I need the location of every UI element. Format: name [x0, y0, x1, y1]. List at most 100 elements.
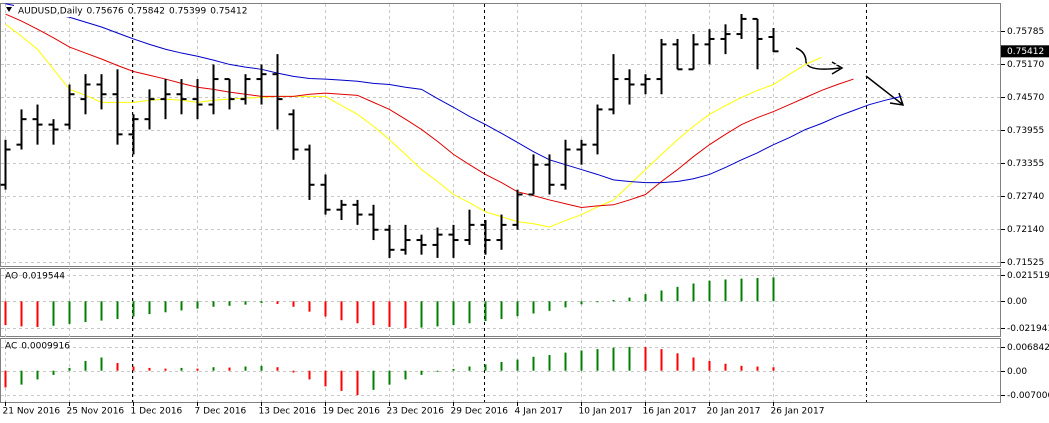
y-tick-label: 0.75170	[1007, 60, 1044, 70]
oscillator-bar	[324, 301, 327, 317]
oscillator-bar	[452, 368, 455, 371]
oscillator-bar	[372, 301, 375, 326]
oscillator-bar	[116, 301, 119, 320]
oscillator-bar	[612, 300, 615, 302]
oscillator-bar	[196, 368, 199, 371]
ac-panel	[0, 338, 1001, 403]
x-tick-label: 7 Dec 2016	[195, 407, 247, 417]
oscillator-bar	[420, 370, 423, 375]
y-tick-label: 0.72140	[1007, 225, 1044, 235]
x-tick-label: 1 Dec 2016	[131, 407, 183, 417]
oscillator-bar	[100, 357, 103, 371]
x-tick-label: 25 Nov 2016	[67, 407, 125, 417]
oscillator-bar	[548, 355, 551, 371]
oscillator-bar	[564, 301, 567, 308]
header-value: 0.0009916	[21, 342, 70, 352]
y-tick-label: 0.72740	[1007, 192, 1044, 202]
oscillator-bar	[196, 301, 199, 309]
oscillator-bar	[388, 370, 391, 385]
oscillator-bar	[676, 353, 679, 371]
y-tick-label: -0.021941	[1007, 324, 1049, 334]
oscillator-bar	[100, 301, 103, 321]
oscillator-bar	[180, 301, 183, 311]
symbol-menu-icon[interactable]	[6, 7, 12, 12]
oscillator-bar	[484, 301, 487, 322]
oscillator-bar	[388, 301, 391, 327]
x-tick-label: 19 Dec 2016	[323, 407, 381, 417]
oscillator-bar	[148, 301, 151, 315]
oscillator-bar	[276, 367, 279, 371]
oscillator-bar	[436, 301, 439, 327]
oscillator-bar	[340, 301, 343, 321]
oscillator-bar	[356, 301, 359, 324]
x-tick-label: 10 Jan 2017	[579, 407, 633, 417]
x-tick-label: 4 Jan 2017	[515, 407, 563, 417]
oscillator-bar	[36, 301, 39, 327]
oscillator-bar	[756, 366, 759, 371]
x-tick-label: 26 Jan 2017	[771, 407, 825, 417]
moving-average-line	[5, 3, 902, 184]
oscillator-bar	[228, 301, 231, 306]
oscillator-bar	[276, 301, 279, 304]
x-tick-label: 23 Dec 2016	[387, 407, 445, 417]
y-tick-label: 0.006842	[1007, 343, 1049, 353]
main-panel	[0, 3, 1001, 267]
oscillator-bar	[516, 359, 519, 371]
oscillator-bar	[644, 347, 647, 371]
oscillator-bar	[404, 370, 407, 380]
oscillator-bar	[212, 301, 215, 307]
oscillator-bar	[4, 370, 7, 388]
hand-arrow	[795, 47, 841, 70]
oscillator-bar	[68, 367, 71, 371]
oscillator-bar	[756, 277, 759, 302]
oscillator-bar	[132, 301, 135, 317]
oscillator-bar	[212, 367, 215, 371]
oscillator-bar	[740, 365, 743, 371]
oscillator-bar	[612, 347, 615, 371]
y-tick-label: 0.00	[1007, 297, 1027, 307]
y-tick-label: 0.73355	[1007, 159, 1044, 169]
oscillator-bar	[36, 370, 39, 380]
x-tick-label: 29 Dec 2016	[451, 407, 509, 417]
oscillator-bar	[308, 301, 311, 312]
current-price-box	[1001, 45, 1049, 58]
moving-average-line	[5, 13, 854, 209]
oscillator-bar	[260, 365, 263, 371]
panel-title: AC	[5, 342, 17, 352]
oscillator-bar	[580, 350, 583, 371]
oscillator-bar	[644, 294, 647, 302]
oscillator-bar	[484, 364, 487, 371]
header-value: 0.75412	[210, 7, 247, 17]
current-price-label: 0.75412	[1007, 47, 1044, 57]
oscillator-bar	[164, 368, 167, 371]
oscillator-bar	[772, 277, 775, 302]
oscillator-bar	[372, 370, 375, 390]
oscillator-bar	[692, 283, 695, 302]
y-tick-label: 0.74570	[1007, 93, 1044, 103]
oscillator-bar	[132, 366, 135, 371]
oscillator-bar	[532, 356, 535, 371]
oscillator-bar	[532, 301, 535, 314]
header-value: 0.75399	[169, 7, 206, 17]
oscillator-bar	[708, 280, 711, 302]
oscillator-bar	[500, 362, 503, 371]
y-tick-label: 0.00	[1007, 367, 1027, 377]
oscillator-bar	[708, 360, 711, 371]
oscillator-bar	[164, 301, 167, 313]
oscillator-bar	[564, 352, 567, 371]
panel-title: AO	[5, 272, 18, 282]
oscillator-bar	[628, 297, 631, 302]
oscillator-bar	[516, 301, 519, 317]
header-value: 0.75842	[128, 7, 165, 17]
oscillator-bar	[724, 279, 727, 302]
oscillator-bar	[340, 370, 343, 391]
oscillator-bar	[20, 370, 23, 385]
oscillator-bar	[260, 301, 263, 304]
oscillator-bar	[116, 363, 119, 371]
oscillator-bar	[20, 301, 23, 327]
oscillator-bar	[548, 301, 551, 311]
oscillator-bar	[4, 301, 7, 326]
panel-title: AUDUSD,Daily	[18, 7, 83, 17]
oscillator-bar	[180, 367, 183, 371]
ao-panel	[0, 268, 1001, 337]
